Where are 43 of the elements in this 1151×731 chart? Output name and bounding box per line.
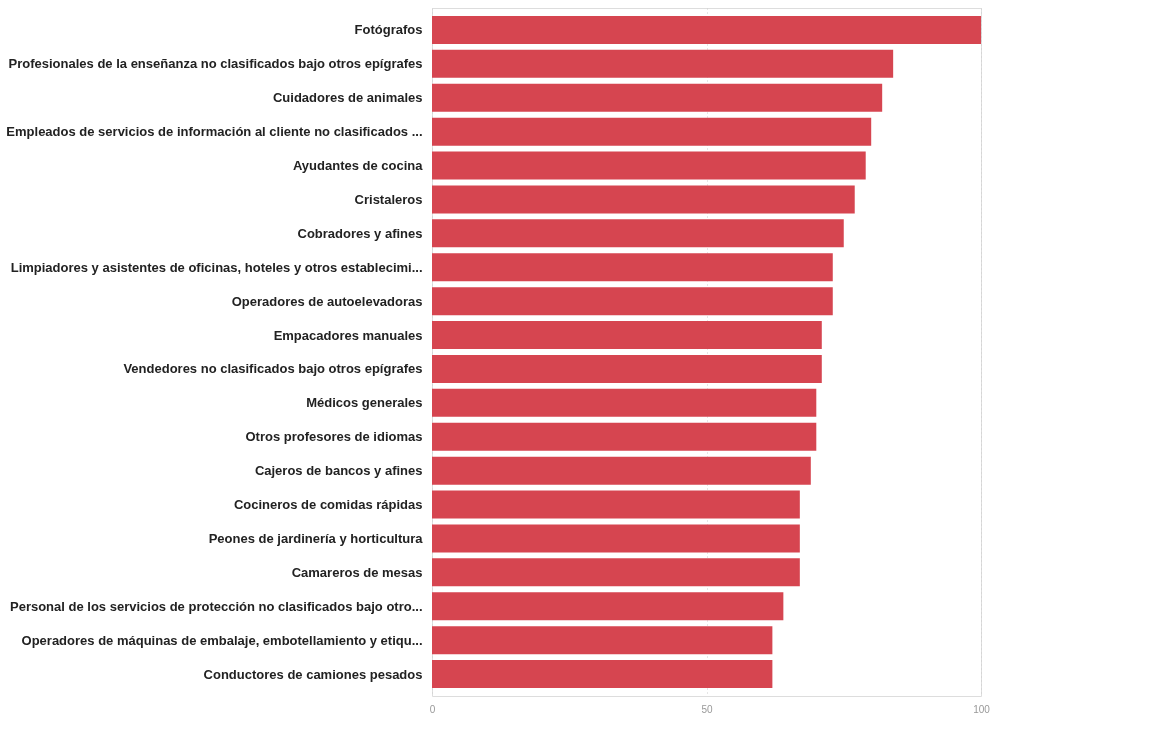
- bar: [432, 592, 784, 621]
- y-tick-label: Otros profesores de idiomas: [245, 429, 423, 445]
- y-tick-label: Fotógrafos: [354, 22, 423, 38]
- y-tick-label: Cristaleros: [354, 191, 423, 207]
- y-tick-label: Conductores de camiones pesados: [203, 666, 423, 682]
- bar: [432, 151, 866, 180]
- bar: [432, 117, 872, 146]
- y-tick-label: Empleados de servicios de información al cliente no clasificados ...: [6, 124, 423, 140]
- y-tick-label: Empacadores manuales: [273, 327, 423, 343]
- y-tick-label: Cocineros de comidas rápidas: [233, 497, 423, 513]
- bar: [432, 354, 822, 383]
- x-tick-label: 0: [429, 703, 436, 715]
- bar: [432, 49, 894, 78]
- bar: [432, 524, 800, 553]
- y-tick-label: Vendedores no clasificados bajo otros epígrafes: [123, 361, 423, 377]
- bar: [432, 321, 822, 350]
- y-tick-label: Limpiadores y asistentes de oficinas, hoteles y otros establecimi...: [10, 259, 423, 275]
- y-tick-label: Médicos generales: [306, 395, 423, 411]
- y-tick-label: Operadores de máquinas de embalaje, embotellamiento y etiqu...: [21, 632, 423, 648]
- bar: [432, 490, 800, 519]
- y-tick-label: Ayudantes de cocina: [292, 158, 424, 174]
- bar: [432, 388, 817, 417]
- y-tick-label: Cobradores y afines: [297, 225, 423, 241]
- bar: [432, 660, 773, 689]
- y-tick-label: Camareros de mesas: [291, 564, 423, 580]
- bar: [432, 185, 855, 214]
- y-tick-label: Cuidadores de animales: [272, 90, 423, 106]
- bar: [432, 558, 800, 587]
- bar: [432, 253, 833, 282]
- bar: [432, 456, 811, 485]
- x-tick-label: 50: [701, 703, 713, 715]
- x-tick-label: 100: [973, 703, 991, 715]
- bar: [432, 422, 817, 451]
- bar: [432, 626, 773, 655]
- bar: [432, 15, 981, 44]
- bar: [432, 219, 844, 248]
- y-tick-label: Personal de los servicios de protección no clasificados bajo otro...: [9, 598, 423, 614]
- y-tick-label: Operadores de autoelevadoras: [231, 293, 423, 309]
- y-tick-label: Profesionales de la enseñanza no clasificados bajo otros epígrafes: [8, 56, 423, 72]
- y-tick-label: Peones de jardinería y horticultura: [208, 530, 424, 546]
- bar: [432, 83, 883, 112]
- bar: [432, 287, 833, 316]
- y-tick-label: Cajeros de bancos y afines: [254, 463, 423, 479]
